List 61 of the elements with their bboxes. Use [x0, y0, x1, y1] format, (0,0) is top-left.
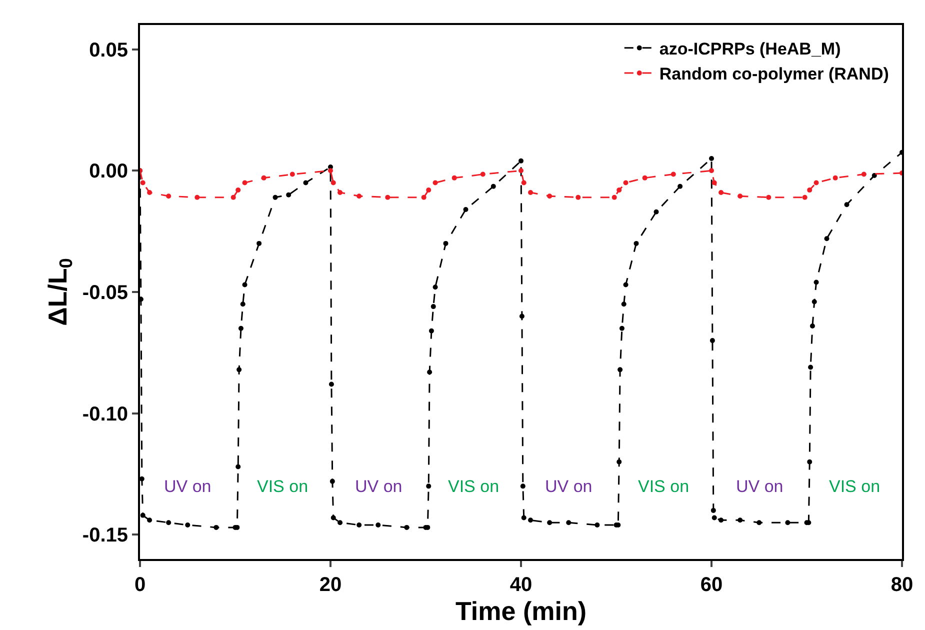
x-tick-label: 40	[510, 574, 532, 596]
point	[612, 194, 617, 200]
x-axis-title: Time (min)	[456, 596, 586, 626]
point	[738, 194, 743, 199]
x-tick-label: 0	[134, 574, 146, 596]
legend-label: Random co-polymer (RAND)	[659, 64, 889, 84]
point	[194, 194, 200, 200]
annotation: UV on	[736, 477, 784, 496]
annotation: VIS on	[638, 477, 690, 496]
point	[432, 180, 438, 186]
point	[814, 180, 819, 186]
point	[426, 188, 432, 193]
point	[521, 180, 526, 186]
annotation: VIS on	[257, 477, 308, 496]
point	[140, 180, 146, 186]
point	[547, 194, 552, 199]
point	[766, 194, 772, 200]
point	[861, 172, 866, 177]
y-tick-label: -0.15	[82, 524, 128, 547]
annotation: UV on	[545, 477, 592, 496]
point	[670, 172, 676, 177]
point	[290, 172, 295, 177]
legend-label: azo-ICPRPs (HeAB_M)	[659, 40, 841, 59]
annotation: UV on	[355, 477, 402, 496]
point	[338, 190, 343, 195]
point	[328, 168, 333, 174]
y-tick-label: 0.05	[89, 39, 128, 62]
point	[242, 180, 248, 186]
point	[709, 168, 714, 174]
point	[528, 190, 534, 195]
point	[385, 194, 390, 200]
line-series	[140, 168, 902, 200]
point	[576, 194, 581, 200]
point	[330, 180, 336, 186]
point	[518, 168, 524, 174]
point	[236, 188, 241, 193]
x-tick-label: 80	[890, 574, 914, 596]
point	[452, 175, 457, 180]
point	[712, 180, 717, 186]
x-tick-label: 20	[319, 574, 342, 596]
point	[807, 188, 812, 193]
y-tick-label: -0.10	[82, 403, 128, 426]
point	[623, 180, 628, 186]
y-tick-label: -0.05	[82, 282, 128, 304]
annotation: UV on	[164, 477, 212, 496]
point	[166, 194, 172, 199]
point	[356, 194, 362, 199]
y-tick-label: 0.00	[89, 160, 128, 183]
point	[421, 194, 426, 200]
point	[616, 188, 622, 193]
annotation: VIS on	[448, 477, 500, 496]
point	[230, 194, 236, 200]
point	[802, 194, 808, 200]
point	[642, 175, 648, 180]
point	[147, 190, 152, 195]
point	[718, 190, 724, 195]
point	[261, 175, 266, 180]
point	[480, 172, 486, 177]
point	[832, 175, 838, 180]
x-tick-label: 60	[700, 574, 723, 596]
annotation: VIS on	[829, 477, 880, 496]
